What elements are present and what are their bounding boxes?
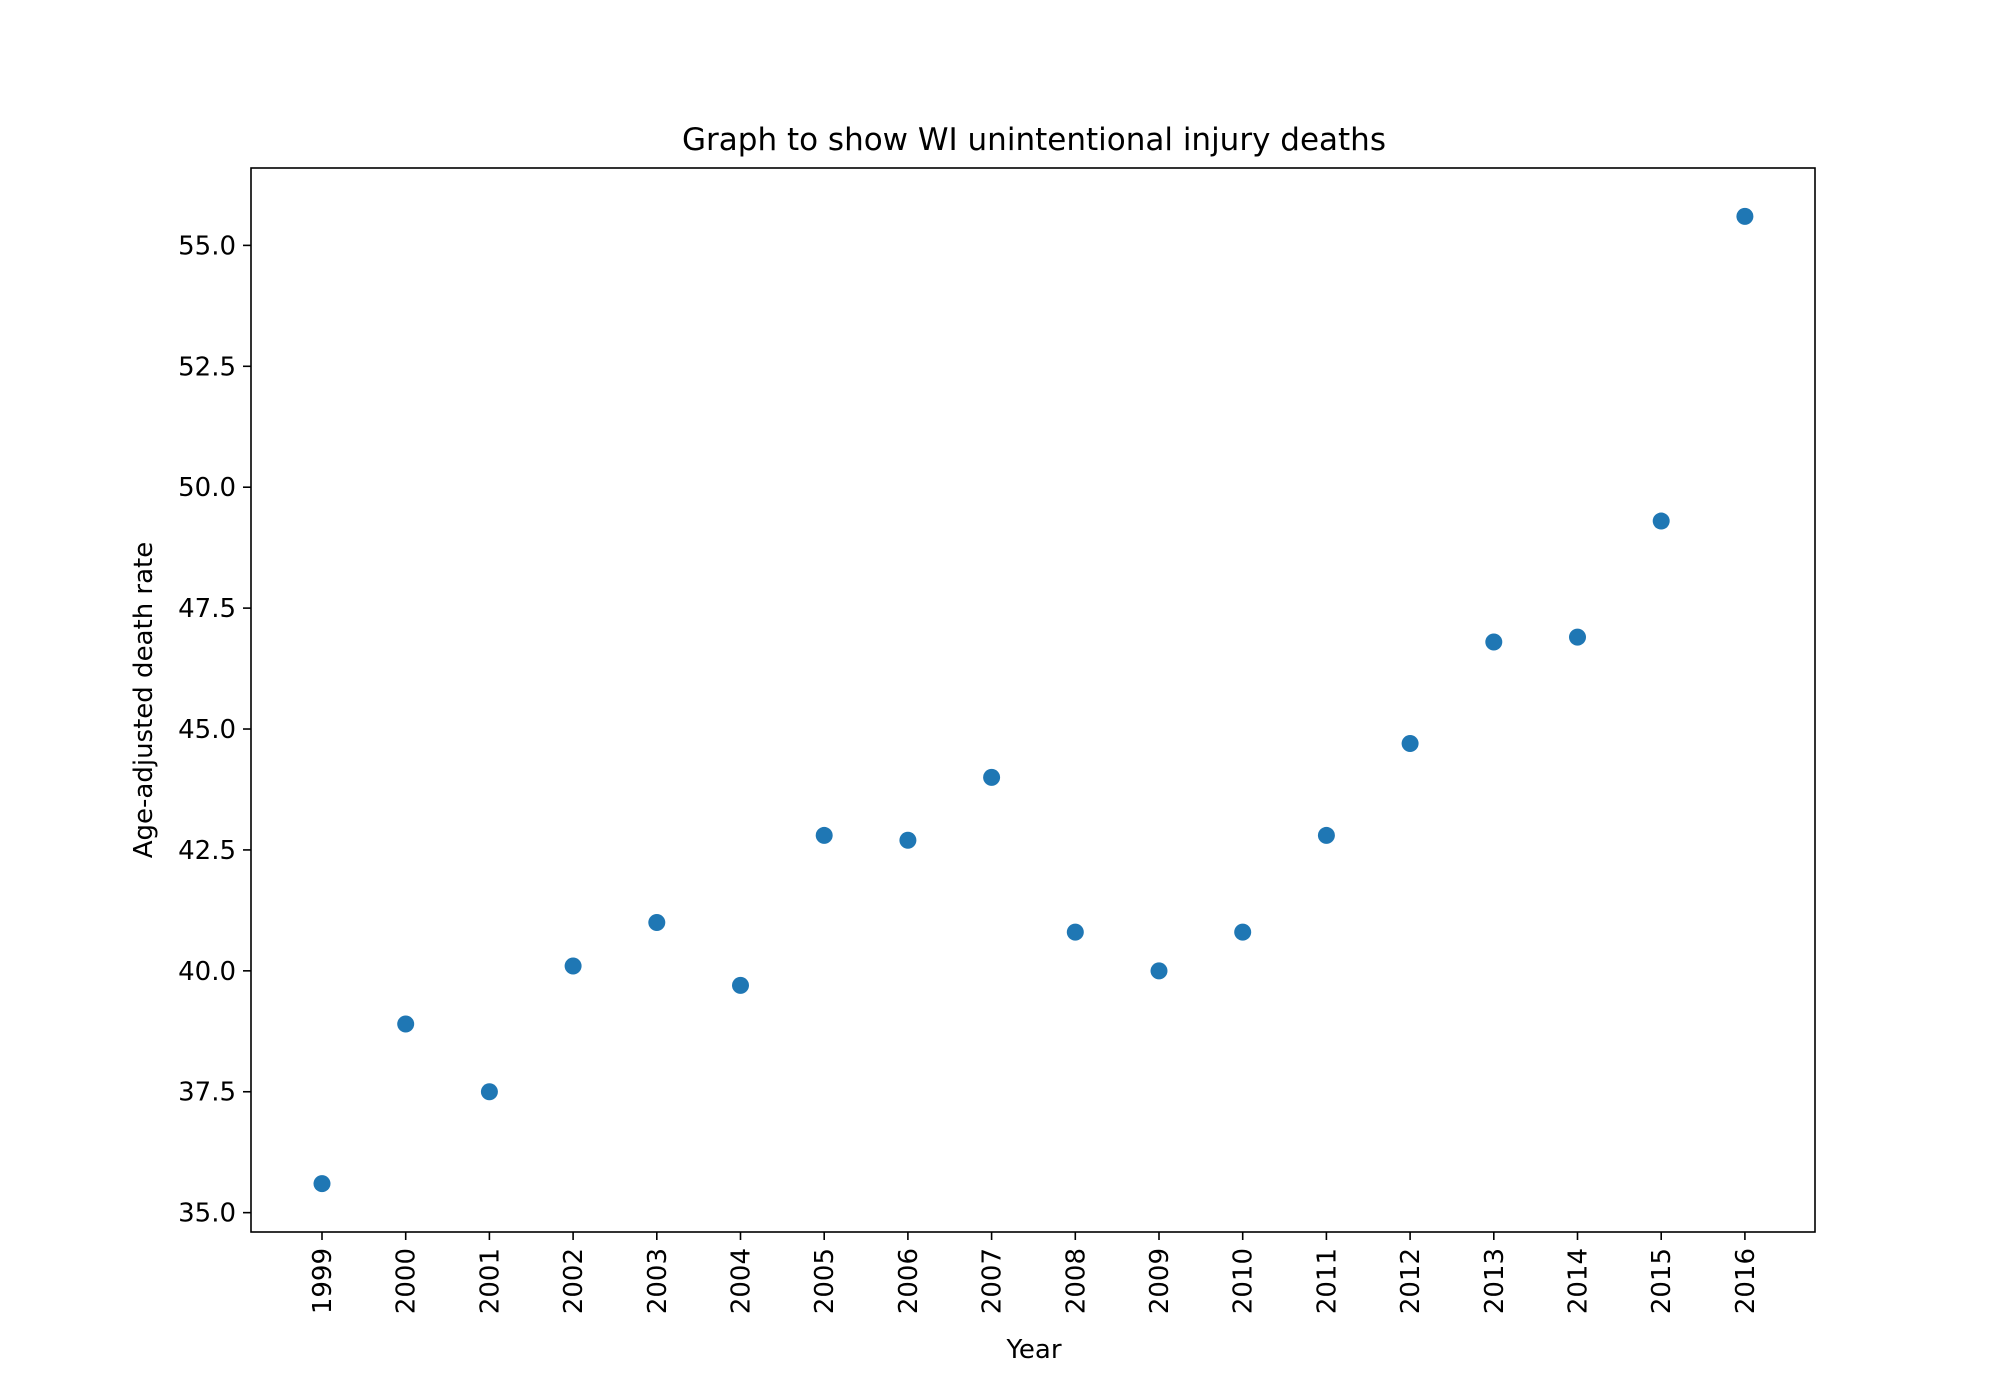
data-point — [397, 1015, 415, 1033]
x-axis-ticks: 1999 2000 2001 2002 2003 2004 2005 2006 2007 2008… — [308, 1232, 1761, 1314]
y-tick-label: 50.0 — [178, 473, 236, 503]
y-tick-label: 42.5 — [178, 836, 236, 866]
y-tick-label: 45.0 — [178, 715, 236, 745]
data-point — [1569, 628, 1586, 646]
data-point — [480, 1083, 498, 1101]
data-point — [1317, 826, 1335, 844]
x-tick-label: 2010 — [1229, 1248, 1259, 1314]
data-point — [1234, 923, 1252, 941]
data-point — [1066, 923, 1084, 941]
x-tick-label: 2003 — [643, 1248, 673, 1314]
data-point — [983, 768, 1001, 786]
data-point — [899, 831, 917, 849]
data-point — [815, 826, 833, 844]
y-tick-label: 40.0 — [178, 957, 236, 987]
x-tick-label: 2001 — [475, 1248, 505, 1314]
y-tick-label: 37.5 — [178, 1078, 236, 1108]
y-tick-label: 52.5 — [178, 352, 236, 382]
data-point — [564, 957, 582, 975]
x-tick-label: 2016 — [1731, 1248, 1761, 1314]
plot-frame — [250, 167, 1816, 1233]
x-tick-label: 2008 — [1061, 1248, 1091, 1314]
y-axis-label: Age-adjusted death rate — [129, 542, 159, 859]
x-tick-label: 2013 — [1480, 1248, 1510, 1314]
x-tick-label: 2009 — [1145, 1248, 1175, 1314]
chart-title: Graph to show WI unintentional injury de… — [682, 122, 1386, 158]
x-tick-label: 2015 — [1647, 1248, 1677, 1314]
x-tick-label: 2005 — [810, 1248, 840, 1314]
data-point — [1485, 633, 1503, 651]
x-tick-label: 2002 — [559, 1248, 589, 1314]
data-point — [1401, 735, 1419, 753]
data-point — [313, 1175, 331, 1193]
x-tick-label: 2006 — [894, 1248, 924, 1314]
x-tick-label: 2012 — [1396, 1248, 1426, 1314]
x-axis-label: Year — [1005, 1335, 1061, 1365]
x-tick-label: 1999 — [308, 1248, 338, 1314]
y-axis-ticks: 35.0 37.5 40.0 42.5 45.0 47.5 50.0 52.5 55.0 — [178, 231, 251, 1229]
y-tick-label: 47.5 — [178, 594, 236, 624]
x-tick-label: 2004 — [727, 1248, 757, 1314]
y-tick-label: 55.0 — [178, 231, 236, 261]
data-point — [1150, 962, 1168, 980]
y-tick-label: 35.0 — [178, 1199, 236, 1229]
data-point — [732, 976, 749, 994]
data-point — [648, 913, 666, 931]
x-tick-label: 2007 — [978, 1248, 1008, 1314]
data-point — [1652, 512, 1670, 530]
x-tick-label: 2011 — [1312, 1248, 1342, 1314]
x-tick-label: 2000 — [392, 1248, 422, 1314]
data-point — [1736, 207, 1754, 225]
data-points — [313, 207, 1754, 1193]
x-tick-label: 2014 — [1564, 1248, 1594, 1314]
